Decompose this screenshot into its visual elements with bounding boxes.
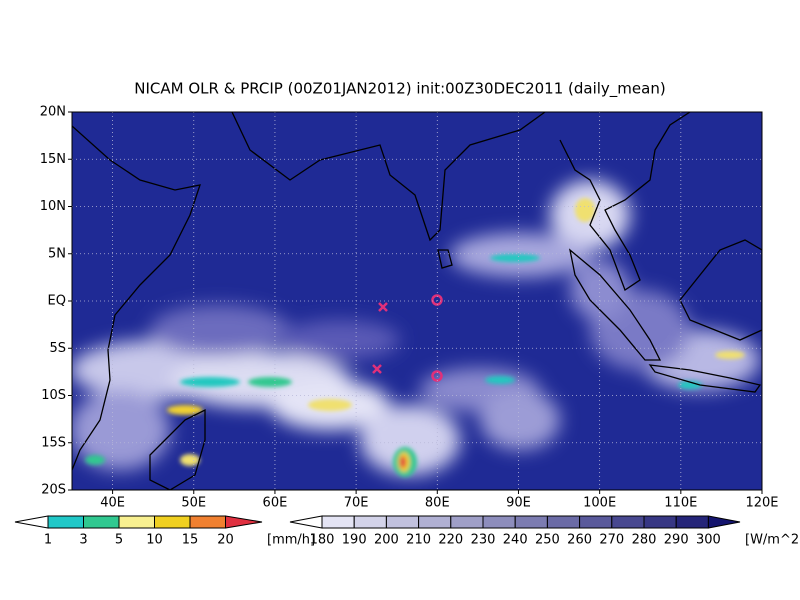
colorbar-label: 190 (342, 533, 367, 548)
colorbar-unit: [W/m^2] (745, 533, 800, 548)
precip-patches (85, 198, 745, 477)
colorbar-box (189, 515, 226, 529)
map-title: NICAM OLR & PRCIP (00Z01JAN2012) init:00… (134, 80, 665, 99)
colorbar-box (514, 515, 548, 529)
lat-label: EQ (48, 294, 66, 309)
colorbar-label: 200 (374, 533, 399, 548)
colorbar-label: 210 (406, 533, 431, 548)
lat-label: 5N (48, 246, 66, 261)
lat-label: 10S (41, 388, 66, 403)
colorbar-box (353, 515, 387, 529)
lat-label: 5S (49, 341, 66, 356)
colorbar-box (482, 515, 516, 529)
lon-label: 60E (263, 496, 288, 511)
lon-label: 50E (181, 496, 206, 511)
colorbar-label: 280 (632, 533, 657, 548)
colorbars: 1 3 5 10 15 20 [mm/h]180 190 200 210 220 230 240 250 2… (14, 515, 800, 548)
map-field (72, 112, 762, 490)
colorbar-box (321, 515, 355, 529)
markers (372, 294, 443, 382)
colorbar-label: 20 (217, 533, 234, 548)
axes: 20N 15N 10N 5N EQ 5S 10S 15S 20S 40E 50E 60E 70E 80E 9… (40, 105, 779, 511)
colorbar-box (450, 515, 484, 529)
lon-label: 120E (745, 496, 778, 511)
colorbar-label: 250 (535, 533, 560, 548)
lon-label: 90E (506, 496, 531, 511)
colorbar-label: 270 (599, 533, 624, 548)
lat-label: 15N (40, 152, 66, 167)
colorbar-box (579, 515, 613, 529)
colorbar-box (118, 515, 155, 529)
colorbar-arrow (289, 515, 323, 529)
colorbar-box (83, 515, 120, 529)
lon-label: 110E (664, 496, 697, 511)
lat-label: 20N (40, 105, 66, 120)
colorbar-label: 240 (503, 533, 528, 548)
lat-label: 20S (41, 483, 66, 498)
colorbar-box (418, 515, 452, 529)
olr-clouds (72, 180, 760, 475)
colorbar-box (385, 515, 420, 529)
colorbar-arrow (14, 515, 49, 529)
colorbar-box (47, 515, 84, 529)
lat-label: 15S (41, 435, 66, 450)
lon-label: 100E (583, 496, 616, 511)
colorbar-label: 220 (438, 533, 463, 548)
lon-label: 80E (425, 496, 450, 511)
lon-label: 40E (100, 496, 125, 511)
colorbar-label: 5 (115, 533, 123, 548)
colorbar-arrow (225, 515, 263, 529)
lat-label: 10N (40, 199, 66, 214)
colorbar-label: 230 (471, 533, 496, 548)
colorbar-box (154, 515, 191, 529)
colorbar-label: 3 (79, 533, 87, 548)
colorbar-label: 300 (696, 533, 721, 548)
colorbar-arrow (707, 515, 741, 529)
colorbar-unit: [mm/h] (267, 533, 315, 548)
colorbar-box (643, 515, 677, 529)
colorbar-label: 260 (567, 533, 592, 548)
colorbar-label: 180 (310, 533, 335, 548)
colorbar-box (546, 515, 581, 529)
grid (72, 112, 762, 490)
colorbar-label: 10 (146, 533, 163, 548)
colorbar-box (611, 515, 645, 529)
coastlines (72, 112, 762, 490)
colorbar-label: 15 (182, 533, 199, 548)
lon-label: 70E (344, 496, 369, 511)
colorbar-box (675, 515, 709, 529)
colorbar-label: 1 (44, 533, 52, 548)
colorbar-label: 290 (664, 533, 689, 548)
